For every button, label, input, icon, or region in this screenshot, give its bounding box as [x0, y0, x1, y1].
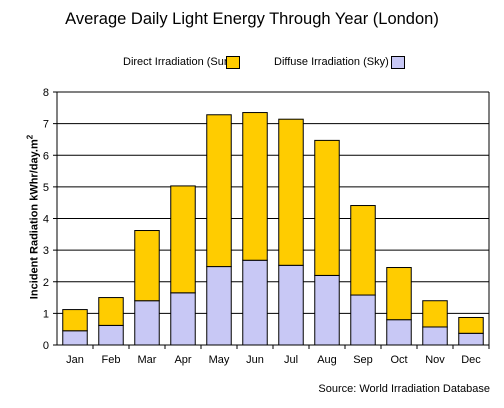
bar-direct-aug: [314, 139, 340, 276]
bar-diffuse-oct: [386, 319, 412, 346]
x-tick-label: Mar: [138, 354, 157, 366]
bar-diffuse-nov: [422, 326, 448, 346]
axes: [53, 91, 490, 349]
legend-label-direct: Direct Irradiation (Sun): [123, 56, 234, 68]
bar-direct-jul: [278, 118, 304, 266]
chart-title: Average Daily Light Energy Through Year …: [65, 10, 439, 28]
bar-direct-dec: [458, 316, 484, 334]
gridlines: [57, 91, 489, 314]
legend-swatch-diffuse: [391, 56, 405, 69]
x-tick-label: Aug: [317, 354, 337, 366]
y-tick-label: 8: [43, 87, 49, 99]
x-tick-label: Dec: [461, 354, 481, 366]
x-tick-label: Oct: [390, 354, 407, 366]
y-tick-label: 7: [43, 119, 49, 131]
x-tick-label: May: [209, 354, 230, 366]
bar-direct-mar: [134, 230, 160, 302]
bar-direct-sep: [350, 205, 376, 296]
source-note: Source: World Irradiation Database: [318, 383, 490, 395]
bar-diffuse-dec: [458, 332, 484, 346]
legend-label-diffuse: Diffuse Irradiation (Sky): [274, 56, 389, 68]
y-tick-label: 5: [43, 182, 49, 194]
bar-direct-oct: [386, 267, 412, 321]
x-tick-label: Jun: [246, 354, 264, 366]
y-tick-label: 1: [43, 308, 49, 320]
bar-diffuse-feb: [98, 324, 124, 346]
x-tick-label: Feb: [102, 354, 121, 366]
bar-diffuse-jun: [242, 259, 268, 346]
bar-diffuse-apr: [170, 292, 196, 346]
y-tick-label: 4: [43, 214, 49, 226]
y-tick-labels: 0 1 2 3 4 5 6 7 8: [43, 87, 49, 352]
x-tick-label: Jul: [284, 354, 298, 366]
x-tick-label: Nov: [425, 354, 445, 366]
bar-direct-apr: [170, 185, 196, 294]
x-tick-label: Jan: [66, 354, 84, 366]
bar-diffuse-jan: [62, 330, 88, 346]
bar-direct-jan: [62, 309, 88, 332]
bar-diffuse-jul: [278, 264, 304, 346]
bar-direct-nov: [422, 300, 448, 328]
bar-direct-feb: [98, 297, 124, 326]
bar-diffuse-aug: [314, 274, 340, 346]
bar-diffuse-sep: [350, 294, 376, 346]
bar-direct-jun: [242, 112, 268, 261]
y-tick-label: 2: [43, 277, 49, 289]
bar-direct-may: [206, 114, 232, 268]
x-tick-label: Sep: [353, 354, 373, 366]
y-tick-label: 0: [43, 340, 49, 352]
y-tick-label: 6: [43, 150, 49, 162]
bars: [62, 112, 484, 346]
bar-diffuse-mar: [134, 300, 160, 346]
bar-diffuse-may: [206, 266, 232, 346]
x-tick-label: Apr: [174, 354, 191, 366]
x-tick-labels: Jan Feb Mar Apr May Jun Jul Aug Sep Oct Nov Dec: [66, 354, 481, 366]
legend-swatch-direct: [226, 56, 240, 69]
y-tick-label: 3: [43, 245, 49, 257]
